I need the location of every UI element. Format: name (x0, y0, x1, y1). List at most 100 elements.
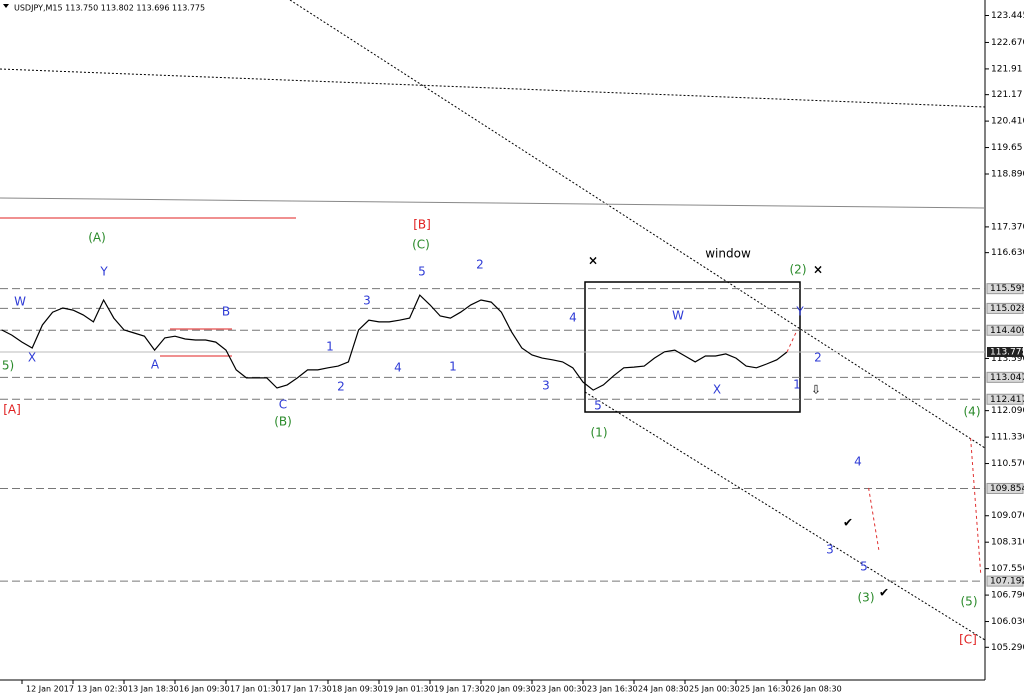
x-tick-label: 23 Jan 16:30 (587, 685, 638, 694)
wave-label: (1) (591, 426, 608, 440)
y-tick-label: 118.890 (991, 170, 1024, 180)
x-tick-label: 19 Jan 01:30 (383, 685, 434, 694)
wave-label: 4 (569, 311, 577, 325)
y-tick-label: 121.17 (991, 90, 1023, 100)
level-label: 115.028 (990, 304, 1024, 314)
level-label: 109.854 (990, 484, 1024, 494)
x-tick-label: 13 Jan 18:30 (128, 685, 179, 694)
level-label-bg (986, 393, 1024, 405)
level-label-bg (986, 324, 1024, 336)
wave-label: A (151, 358, 160, 372)
wave-label: W (14, 295, 26, 309)
wave-label: 1 (326, 340, 334, 354)
wave-label: (3) (858, 591, 875, 605)
wave-label: (B) (274, 415, 292, 429)
wave-label: (C) (412, 238, 430, 252)
trend-line (0, 68, 986, 108)
y-tick-label: 105.290 (991, 643, 1024, 653)
y-tick-label: 120.410 (991, 117, 1024, 127)
wave-label: [C] (959, 633, 977, 647)
arrow-icon: ⇩ (811, 383, 821, 397)
wave-label: (4) (964, 405, 981, 419)
wave-label: 3 (542, 379, 550, 393)
level-label: 112.417 (990, 395, 1024, 405)
wave-label: X (713, 383, 721, 397)
level-label-bg (986, 482, 1024, 494)
wave-label: X (28, 351, 36, 365)
x-tick-label: 13 Jan 02:30 (77, 685, 128, 694)
level-label: 114.400 (990, 326, 1024, 336)
y-tick-label: 106.030 (991, 617, 1024, 627)
wave-label: (5) (961, 595, 978, 609)
y-tick-label: 108.310 (991, 538, 1024, 548)
current-price-label: 113.775 (990, 348, 1024, 358)
level-label-bg (986, 302, 1024, 314)
trend-line (0, 197, 986, 209)
level-label: 113.047 (990, 373, 1024, 383)
y-tick-label: 109.070 (991, 511, 1024, 521)
window-box (584, 281, 801, 413)
y-tick-label: 116.630 (991, 248, 1024, 258)
x-tick-label: 25 Jan 00:30 (689, 685, 740, 694)
level-label-bg (986, 575, 1024, 587)
x-tick-label: 24 Jan 08:30 (638, 685, 689, 694)
y-tick-label: 112.090 (991, 406, 1024, 416)
x-tick-label: 20 Jan 09:30 (485, 685, 536, 694)
y-tick-label: 117.370 (991, 222, 1024, 232)
wave-label: 4 (854, 455, 862, 469)
wave-label: [B] (413, 218, 431, 232)
y-tick-label: 106.790 (991, 591, 1024, 601)
x-tick-label: 26 Jan 08:30 (791, 685, 842, 694)
wave-label: 2 (476, 258, 484, 272)
y-tick-label: 107.550 (991, 564, 1024, 574)
y-tick-label: 122.670 (991, 38, 1024, 48)
wave-label: 4 (394, 361, 402, 375)
wave-label: 5 (418, 265, 426, 279)
x-tick-label: 18 Jan 09:30 (332, 685, 383, 694)
y-tick-label: 119.65 (991, 143, 1023, 153)
x-tick-label: 12 Jan 2017 (26, 685, 74, 694)
wave-label: C (279, 398, 287, 412)
wave-label: B (222, 305, 230, 319)
level-label: 107.192 (990, 577, 1024, 587)
level-label: 115.595 (990, 284, 1024, 294)
title-icon (3, 4, 9, 8)
y-tick-label: 110.570 (991, 459, 1024, 469)
chart-title: USDJPY,M15 113.750 113.802 113.696 113.7… (14, 4, 205, 13)
wave-label: W (672, 309, 684, 323)
x-tick-label: 16 Jan 09:30 (179, 685, 230, 694)
price-line (1, 294, 788, 391)
wave-label: window (705, 247, 751, 261)
cross-icon: × (813, 263, 823, 277)
wave-label: Y (795, 305, 804, 319)
trend-lines: × × ⇩ (0, 0, 986, 641)
trend-line (289, 0, 986, 449)
cross-icon: × (588, 254, 598, 268)
level-label-bg (986, 371, 1024, 383)
wave-label: 1 (449, 360, 457, 374)
wave-label: 5 (860, 560, 868, 574)
wave-label: 5 (594, 399, 602, 413)
wave-label: (A) (88, 231, 106, 245)
wave-label: 1 (793, 378, 801, 392)
forecast-line (786, 329, 982, 575)
x-tick-label: 23 Jan 00:30 (536, 685, 587, 694)
trend-line (584, 391, 986, 641)
wave-label: 2 (814, 351, 822, 365)
y-tick-label: 111.330 (991, 433, 1024, 443)
x-tick-label: 25 Jan 16:30 (740, 685, 791, 694)
y-tick-label: 113.590 (991, 354, 1024, 364)
wave-label: ✔ (879, 586, 889, 600)
wave-label: 3 (826, 543, 834, 557)
current-price-bg (987, 347, 1023, 358)
wave-label: (2) (790, 263, 807, 277)
wave-label: 2 (337, 380, 345, 394)
x-tick-label: 17 Jan 17:30 (281, 685, 332, 694)
wave-label: [A] (3, 403, 21, 417)
wave-label: Y (99, 265, 108, 279)
level-label-bg (986, 283, 1024, 295)
y-tick-label: 121.91 (991, 64, 1023, 74)
x-tick-label: 19 Jan 17:30 (434, 685, 485, 694)
